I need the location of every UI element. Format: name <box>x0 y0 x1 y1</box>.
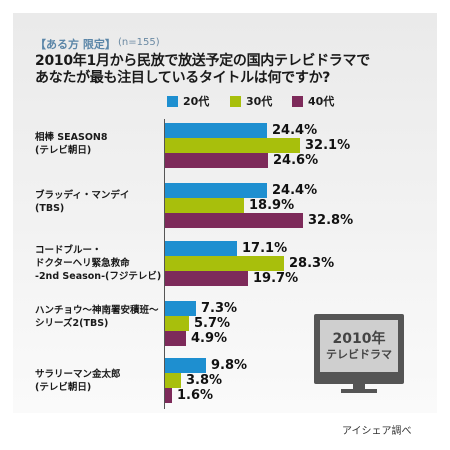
tv-text-drama: テレビドラマ <box>326 348 392 361</box>
value-label-20s: 17.1% <box>242 241 288 256</box>
value-label-40s: 1.6% <box>177 388 214 403</box>
legend-swatch-20s <box>167 95 178 107</box>
value-label-20s: 24.4% <box>272 183 318 198</box>
value-label-30s: 28.3% <box>289 256 335 271</box>
value-label-20s: 7.3% <box>201 301 238 316</box>
chart-title-line-2: あなたが最も注目しているタイトルは何ですか? <box>35 70 331 86</box>
bar-30s <box>165 373 181 388</box>
legend-swatch-30s <box>230 95 241 107</box>
value-label-40s: 19.7% <box>253 271 299 286</box>
value-label-30s: 18.9% <box>249 198 295 213</box>
tv-stand-neck <box>353 384 365 389</box>
legend-label-40s: 40代 <box>308 95 335 108</box>
legend-item-30s: 30代 <box>230 95 273 108</box>
legend-label-20s: 20代 <box>183 95 210 108</box>
category-label: ハンチョウ〜神南署安積班〜 シリーズ2(TBS) <box>35 304 159 330</box>
bar-30s <box>165 316 189 331</box>
tv-text-year: 2010年 <box>332 331 386 347</box>
bar-30s <box>165 198 244 213</box>
value-label-40s: 4.9% <box>191 331 228 346</box>
category-label-line: 相棒 SEASON8 <box>35 132 108 143</box>
category-label-line: ハンチョウ〜神南署安積班〜 <box>35 305 159 316</box>
category-label-line: ブラッディ・マンデイ <box>35 190 130 201</box>
bar-40s <box>165 153 268 168</box>
category-label: 相棒 SEASON8 (テレビ朝日) <box>35 131 107 157</box>
bar-20s <box>165 358 206 373</box>
bar-30s <box>165 138 300 153</box>
bar-30s <box>165 256 284 271</box>
category-label-line: シリーズ2(TBS) <box>35 318 109 329</box>
value-label-30s: 3.8% <box>186 373 223 388</box>
legend-label-30s: 30代 <box>246 95 273 108</box>
category-label: サラリーマン金太郎 (テレビ朝日) <box>35 368 121 394</box>
category-label-line: -2nd Season-(フジテレビ) <box>35 271 162 282</box>
value-label-40s: 32.8% <box>308 213 354 228</box>
category-label-line: (テレビ朝日) <box>35 145 92 156</box>
value-label-20s: 9.8% <box>211 358 248 373</box>
category-axis-line <box>164 119 165 409</box>
bar-20s <box>165 241 237 256</box>
category-label-line: サラリーマン金太郎 <box>35 369 121 380</box>
source-credit: アイシェア調べ <box>342 426 412 437</box>
tv-stand-base <box>341 389 377 393</box>
bar-20s <box>165 183 267 198</box>
bar-40s <box>165 271 248 286</box>
category-label: コードブルー・ドクターヘリ緊急救命 -2nd Season-(フジテレビ) <box>35 244 161 283</box>
value-label-20s: 24.4% <box>272 123 318 138</box>
category-label: ブラッディ・マンデイ (TBS) <box>35 189 129 215</box>
sample-size: (n=155) <box>118 37 160 48</box>
value-label-40s: 24.6% <box>273 153 319 168</box>
category-label-line: (テレビ朝日) <box>35 382 92 393</box>
bar-40s <box>165 213 303 228</box>
category-label-line: ドクターヘリ緊急救命 <box>35 258 130 269</box>
legend-item-40s: 40代 <box>292 95 335 108</box>
legend-item-20s: 20代 <box>167 95 210 108</box>
bar-20s <box>165 123 267 138</box>
header-tag: 【ある方 限定】 <box>35 38 116 51</box>
bar-20s <box>165 301 196 316</box>
chart-title-line-1: 2010年1月から民放で放送予定の国内テレビドラマで <box>35 53 370 69</box>
category-label-line: コードブルー・ <box>35 245 102 256</box>
value-label-30s: 5.7% <box>194 316 231 331</box>
tv-screen: 2010年 テレビドラマ <box>320 320 398 372</box>
category-label-line: (TBS) <box>35 203 65 214</box>
legend-swatch-40s <box>292 95 303 107</box>
bar-40s <box>165 388 172 403</box>
value-label-30s: 32.1% <box>305 138 351 153</box>
bar-40s <box>165 331 186 346</box>
